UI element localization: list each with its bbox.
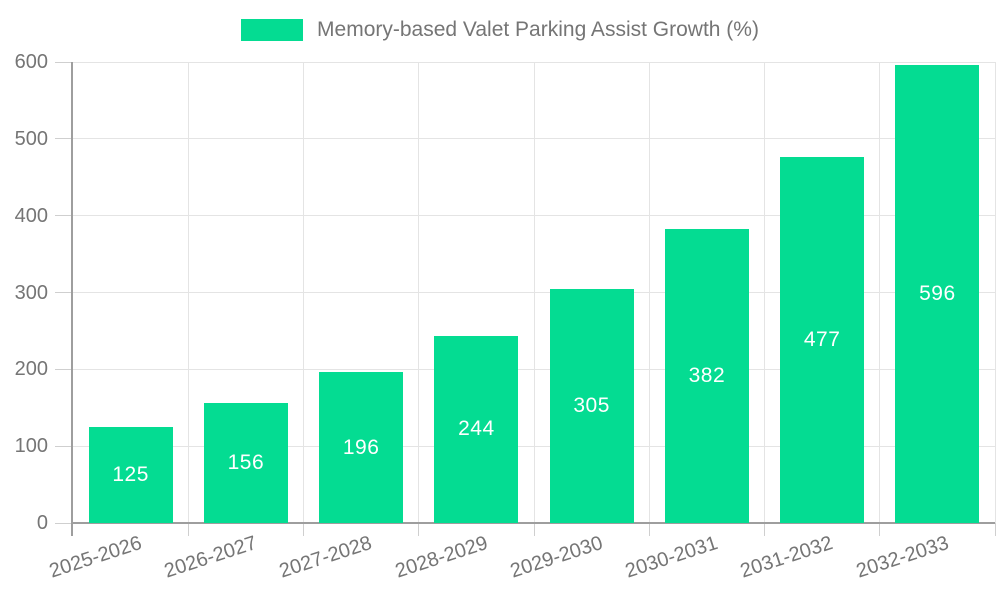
bar: 596 xyxy=(895,65,980,523)
bar: 196 xyxy=(319,372,404,523)
legend-label: Memory-based Valet Parking Assist Growth… xyxy=(317,18,759,41)
bar-value-label: 125 xyxy=(112,462,149,486)
y-axis-tick-label: 0 xyxy=(36,512,48,534)
bar: 477 xyxy=(780,156,865,523)
bar-value-label: 156 xyxy=(227,451,265,475)
y-axis-tick xyxy=(55,292,73,293)
y-axis-tick xyxy=(55,368,73,370)
bar: 305 xyxy=(549,288,634,523)
bar-value-label: 305 xyxy=(573,393,610,417)
y-axis-tick-label: 300 xyxy=(14,281,48,304)
x-axis-tick xyxy=(764,523,765,536)
x-axis-tick-label: 2028-2029 xyxy=(392,532,491,583)
y-axis-tick xyxy=(55,215,73,217)
bar: 125 xyxy=(88,426,173,523)
gridline-vertical xyxy=(648,62,650,523)
gridline-vertical xyxy=(187,62,189,523)
gridline-vertical xyxy=(879,62,881,523)
x-axis-tick xyxy=(418,523,420,536)
x-axis-tick xyxy=(187,523,189,536)
x-axis-tick-label: 2031-2032 xyxy=(738,532,836,583)
y-axis-tick-label: 200 xyxy=(14,358,48,381)
gridline-vertical xyxy=(303,62,304,523)
gridline-vertical xyxy=(418,62,420,523)
x-axis-tick xyxy=(533,523,535,536)
x-axis-line xyxy=(71,522,995,524)
bar-value-label: 477 xyxy=(803,327,841,351)
y-axis-tick xyxy=(55,61,73,63)
x-axis-tick-label: 2026-2027 xyxy=(161,532,260,583)
bar-value-label: 596 xyxy=(919,282,956,306)
y-axis-tick xyxy=(55,445,73,447)
y-axis-tick-label: 500 xyxy=(14,127,48,150)
gridline-vertical xyxy=(994,62,996,523)
x-axis-tick-label: 2027-2028 xyxy=(277,532,375,583)
bar: 244 xyxy=(434,335,519,523)
bar: 382 xyxy=(664,229,749,523)
bar-value-label: 382 xyxy=(688,364,726,388)
y-axis-tick xyxy=(55,522,73,524)
bar-value-label: 244 xyxy=(458,417,495,441)
legend: Memory-based Valet Parking Assist Growth… xyxy=(0,14,1000,46)
y-axis-line xyxy=(71,62,73,536)
gridline-vertical xyxy=(533,62,535,523)
x-axis-tick-label: 2032-2033 xyxy=(853,532,952,583)
x-axis-tick-label: 2029-2030 xyxy=(507,532,606,583)
gridline-vertical xyxy=(764,62,765,523)
x-axis-tick xyxy=(648,523,650,536)
y-axis-tick-label: 600 xyxy=(14,51,48,73)
y-axis-tick-label: 400 xyxy=(14,204,48,227)
y-axis-tick xyxy=(55,138,73,140)
bar-value-label: 196 xyxy=(342,435,380,459)
x-axis-tick-label: 2025-2026 xyxy=(46,532,145,583)
x-axis-tick-label: 2030-2031 xyxy=(622,532,721,583)
legend-swatch xyxy=(241,19,304,41)
x-axis-tick xyxy=(879,523,881,536)
x-axis-tick xyxy=(994,523,996,536)
y-axis-tick-label: 100 xyxy=(14,435,48,458)
x-axis-tick xyxy=(303,523,304,536)
bar: 156 xyxy=(203,403,288,523)
